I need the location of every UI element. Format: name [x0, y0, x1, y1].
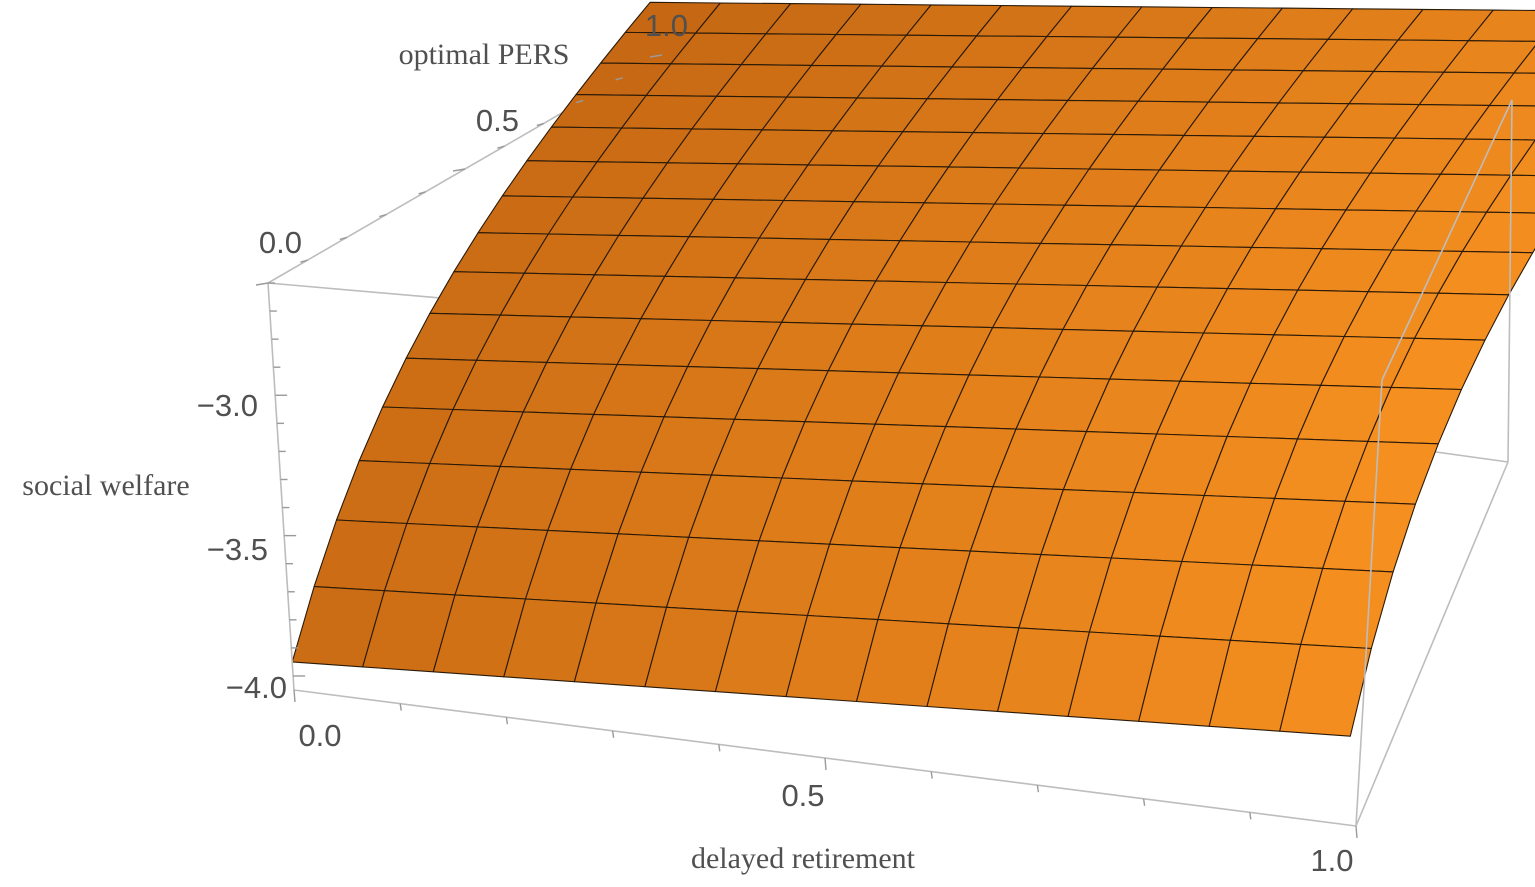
surface-patch [1513, 45, 1535, 74]
y-tick-label: 0.0 [259, 225, 302, 260]
tick-mark [300, 259, 308, 263]
z-tick-label: −3.5 [207, 532, 268, 567]
tick-mark [536, 122, 544, 127]
x-axis-title: delayed retirement [691, 842, 916, 875]
tick-mark [649, 54, 663, 58]
y-axis-ticks: 0.0 0.5 1.0 [259, 8, 688, 260]
x-tick-label: 1.0 [1310, 843, 1353, 878]
box-edge [267, 282, 295, 691]
x-axis-ticks: 0.0 0.5 1.0 [298, 718, 1353, 878]
z-tick-label: −4.0 [226, 670, 287, 705]
tick-mark [255, 282, 269, 286]
tick-mark [1249, 812, 1252, 820]
tick-mark [379, 213, 387, 218]
tick-mark [1355, 825, 1358, 839]
tick-mark [576, 99, 584, 104]
tick-mark [718, 744, 721, 752]
surface-patch [1488, 72, 1535, 107]
x-tick-label: 0.0 [298, 718, 341, 753]
tick-mark [497, 145, 505, 149]
tick-mark [505, 717, 509, 725]
y-tick-label: 1.0 [645, 8, 688, 43]
z-tick-label: −3.0 [197, 388, 258, 423]
tick-mark [615, 77, 623, 81]
x-tick-label: 0.5 [781, 778, 824, 813]
tick-mark [611, 730, 615, 738]
tick-mark [824, 757, 827, 771]
box-edge [1355, 461, 1509, 827]
y-tick-label: 0.5 [476, 103, 519, 138]
tick-marks [255, 54, 1358, 839]
surface-patch [1279, 643, 1372, 737]
surface-patch [1510, 139, 1535, 177]
tick-mark [1036, 785, 1040, 793]
tick-mark [418, 191, 426, 195]
z-axis-title: social welfare [22, 469, 189, 502]
box-edge [1355, 379, 1383, 827]
tick-mark [1142, 798, 1146, 806]
tick-mark [293, 689, 296, 703]
tick-mark [399, 703, 402, 711]
y-axis-title: optimal PERS [399, 38, 570, 71]
tick-mark [339, 236, 347, 241]
box-edge [1381, 99, 1513, 381]
tick-mark [452, 168, 466, 172]
z-axis-ticks: −3.0 −3.5 −4.0 [197, 388, 287, 705]
bounding-box-front [267, 99, 1513, 827]
surface-mesh [291, 1, 1535, 737]
tick-mark [930, 771, 933, 779]
box-edge [1507, 99, 1513, 463]
